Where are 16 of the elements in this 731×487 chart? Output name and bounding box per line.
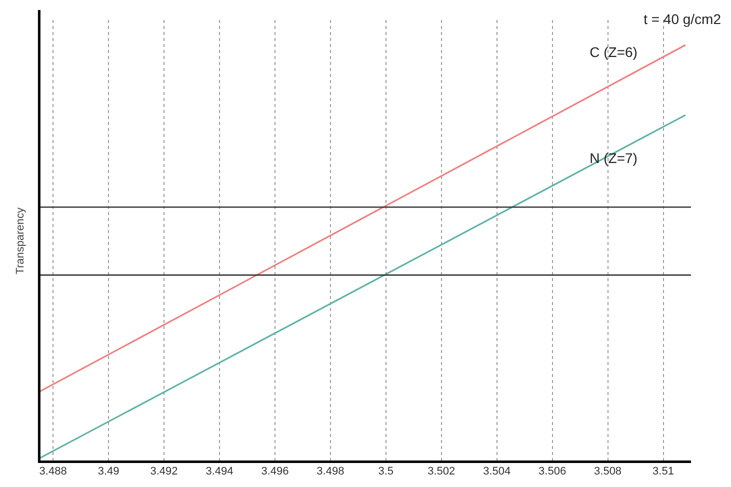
y-axis-title: Transparency: [14, 206, 27, 274]
x-tick-label: 3.49: [98, 465, 120, 478]
x-tick-label: 3.506: [538, 465, 566, 478]
text: t = 40 g/cm2: [644, 11, 722, 27]
x-tick-label: 3.502: [428, 465, 456, 478]
x-tick-label: 3.496: [261, 465, 289, 478]
x-tick-label: 3.5: [378, 465, 394, 478]
x-tick-label: 3.504: [483, 465, 511, 478]
x-tick-label: 3.492: [150, 465, 178, 478]
x-tick-label: 3.494: [206, 465, 234, 478]
x-tick-label: 3.51: [652, 465, 674, 478]
x-tick-label: 3.498: [316, 465, 344, 478]
x-tick-label: 3.508: [594, 465, 622, 478]
x-tick-label: 3.488: [39, 465, 67, 478]
series-label: N (Z=7): [590, 150, 638, 166]
series-label: C (Z=6): [590, 44, 638, 60]
